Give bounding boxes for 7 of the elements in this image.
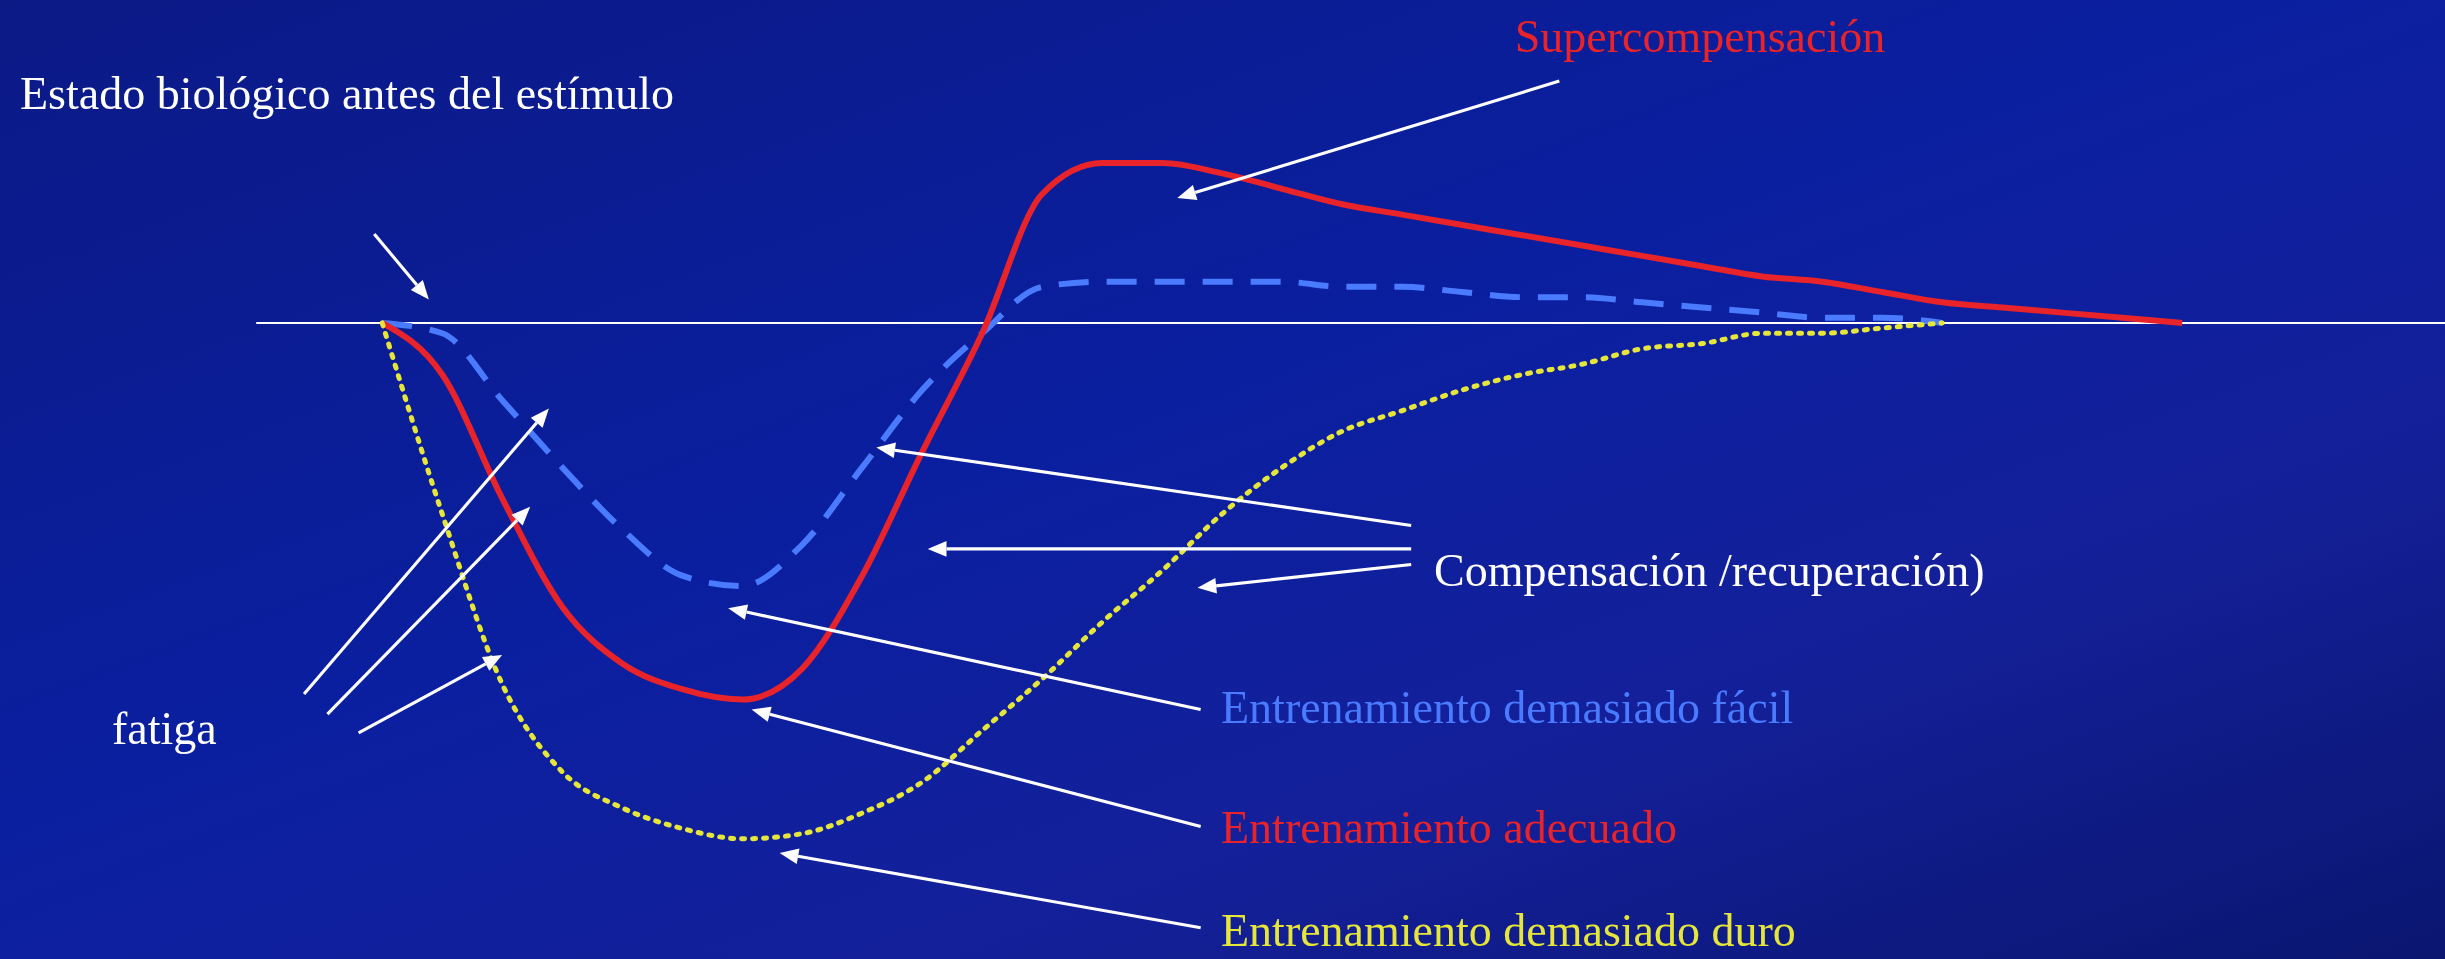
text: fatiga xyxy=(112,703,217,754)
text: Entrenamiento demasiado duro xyxy=(1221,905,1796,956)
text: Entrenamiento demasiado fácil xyxy=(1221,682,1794,733)
text: Supercompensación xyxy=(1514,11,1886,62)
text: Entrenamiento adecuado xyxy=(1221,802,1677,853)
annotation: Compensación /recuperación) xyxy=(1434,545,1985,596)
text: Estado biológico antes del estímulo xyxy=(20,68,675,119)
